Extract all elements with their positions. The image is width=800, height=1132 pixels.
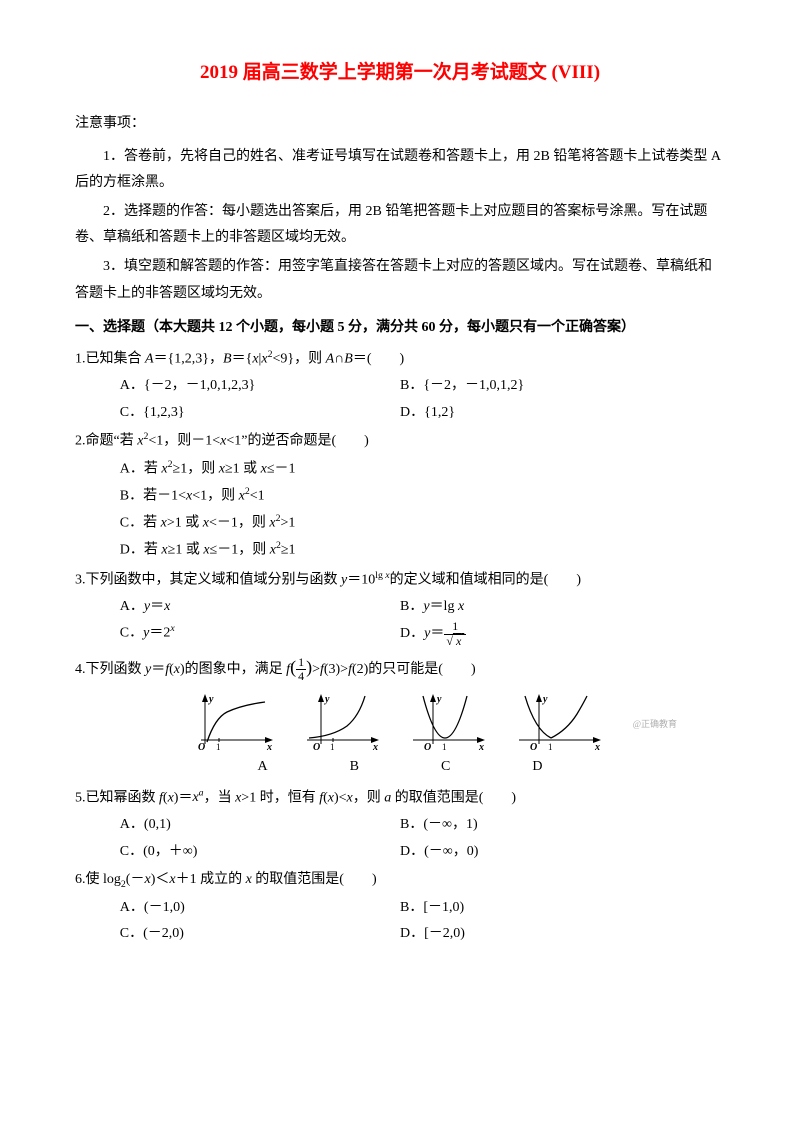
q3-opt-d: D．y＝1√ x [400,620,725,648]
question-3: 3.下列函数中，其定义域和值域分别与函数 y＝10lg x的定义域和值域相同的是… [75,567,725,648]
q1-stem: 1.已知集合 A＝{1,2,3}，B＝{x|x2<9}，则 A∩B＝( ) [75,346,725,373]
q3-stem: 3.下列函数中，其定义域和值域分别与函数 y＝10lg x的定义域和值域相同的是… [75,567,725,594]
svg-text:1: 1 [216,742,221,752]
svg-text:y: y [436,694,442,705]
svg-text:O: O [424,742,431,752]
question-6: 6.使 log2(－x)＜x＋1 成立的 x 的取值范围是( ) A．(－1,0… [75,867,725,948]
watermark-text: @正确教育 [633,716,677,733]
q5-opt-a: A．(0,1) [75,812,400,839]
question-1: 1.已知集合 A＝{1,2,3}，B＝{x|x2<9}，则 A∩B＝( ) A．… [75,346,725,426]
svg-text:y: y [208,694,214,705]
q5-stem: 5.已知幂函数 f(x)＝xa，当 x>1 时，恒有 f(x)<x，则 a 的取… [75,785,725,812]
q6-opt-b: B．[－1,0) [400,895,725,922]
q4-label-c: C [441,754,450,781]
q1-opt-c: C．{1,2,3} [75,400,400,427]
svg-text:x: x [266,742,272,752]
q6-opt-d: D．[－2,0) [400,921,725,948]
q4-stem: 4.下列函数 y＝f(x)的图象中，满足 f(14)>f(3)>f(2)的只可能… [75,650,725,684]
q4-labels: A B C D [75,754,725,781]
q4-graph-b: y x O 1 [303,690,381,752]
page-title: 2019 届高三数学上学期第一次月考试题文 (VIII) [75,55,725,91]
svg-text:1: 1 [548,742,553,752]
svg-text:1: 1 [330,742,335,752]
q6-opt-c: C．(－2,0) [75,921,400,948]
question-2: 2.命题“若 x2<1，则－1<x<1”的逆否命题是( ) A．若 x2≥1，则… [75,428,725,564]
q4-graphs: y x O 1 y x O 1 y x O [75,690,725,752]
svg-text:y: y [324,694,330,705]
svg-text:O: O [198,742,205,752]
notice-item-2: 2．选择题的作答：每小题选出答案后，用 2B 铅笔把答题卡上对应题目的答案标号涂… [75,199,725,252]
svg-text:x: x [478,742,484,752]
q5-opt-c: C．(0，＋∞) [75,839,400,866]
q1-opt-d: D．{1,2} [400,400,725,427]
q4-label-b: B [350,754,359,781]
svg-text:y: y [542,694,548,705]
q4-graph-a: y x O 1 [197,690,275,752]
section-header: 一、选择题（本大题共 12 个小题，每小题 5 分，满分共 60 分，每小题只有… [75,315,725,342]
q4-label-a: A [258,754,268,781]
q1-opt-a: A．{－2，－1,0,1,2,3} [75,373,400,400]
question-4: 4.下列函数 y＝f(x)的图象中，满足 f(14)>f(3)>f(2)的只可能… [75,650,725,781]
q1-stem-post: ＝( ) [353,352,404,367]
q3-opt-a: A．y＝x [75,594,400,621]
q2-opt-c: C．若 x>1 或 x<－1，则 x2>1 [75,510,725,537]
svg-text:x: x [594,742,600,752]
q5-opt-b: B．(－∞，1) [400,812,725,839]
notice-item-3: 3．填空题和解答题的作答：用签字笔直接答在答题卡上对应的答题区域内。写在试题卷、… [75,254,725,307]
svg-text:x: x [372,742,378,752]
q1-opt-b: B．{－2，－1,0,1,2} [400,373,725,400]
q2-opt-a: A．若 x2≥1，则 x≥1 或 x≤－1 [75,456,725,483]
q1-stem-pre: 1.已知集合 [75,352,145,367]
q5-opt-d: D．(－∞，0) [400,839,725,866]
q4-graph-d: y x O 1 [515,690,603,752]
q4-label-d: D [532,754,542,781]
q6-stem: 6.使 log2(－x)＜x＋1 成立的 x 的取值范围是( ) [75,867,725,894]
q2-opt-b: B．若－1<x<1，则 x2<1 [75,483,725,510]
question-5: 5.已知幂函数 f(x)＝xa，当 x>1 时，恒有 f(x)<x，则 a 的取… [75,785,725,865]
q6-opt-a: A．(－1,0) [75,895,400,922]
q2-opt-d: D．若 x≥1 或 x≤－1，则 x2≥1 [75,537,725,564]
svg-text:O: O [530,742,537,752]
q3-opt-c: C．y＝2x [75,620,400,648]
q3-opt-b: B．y＝lg x [400,594,725,621]
svg-text:1: 1 [442,742,447,752]
svg-text:O: O [313,742,320,752]
q4-graph-c: y x O 1 [409,690,487,752]
q2-stem: 2.命题“若 x2<1，则－1<x<1”的逆否命题是( ) [75,428,725,455]
notice-item-1: 1．答卷前，先将自己的姓名、准考证号填写在试题卷和答题卡上，用 2B 铅笔将答题… [75,144,725,197]
notice-label: 注意事项： [75,111,725,138]
